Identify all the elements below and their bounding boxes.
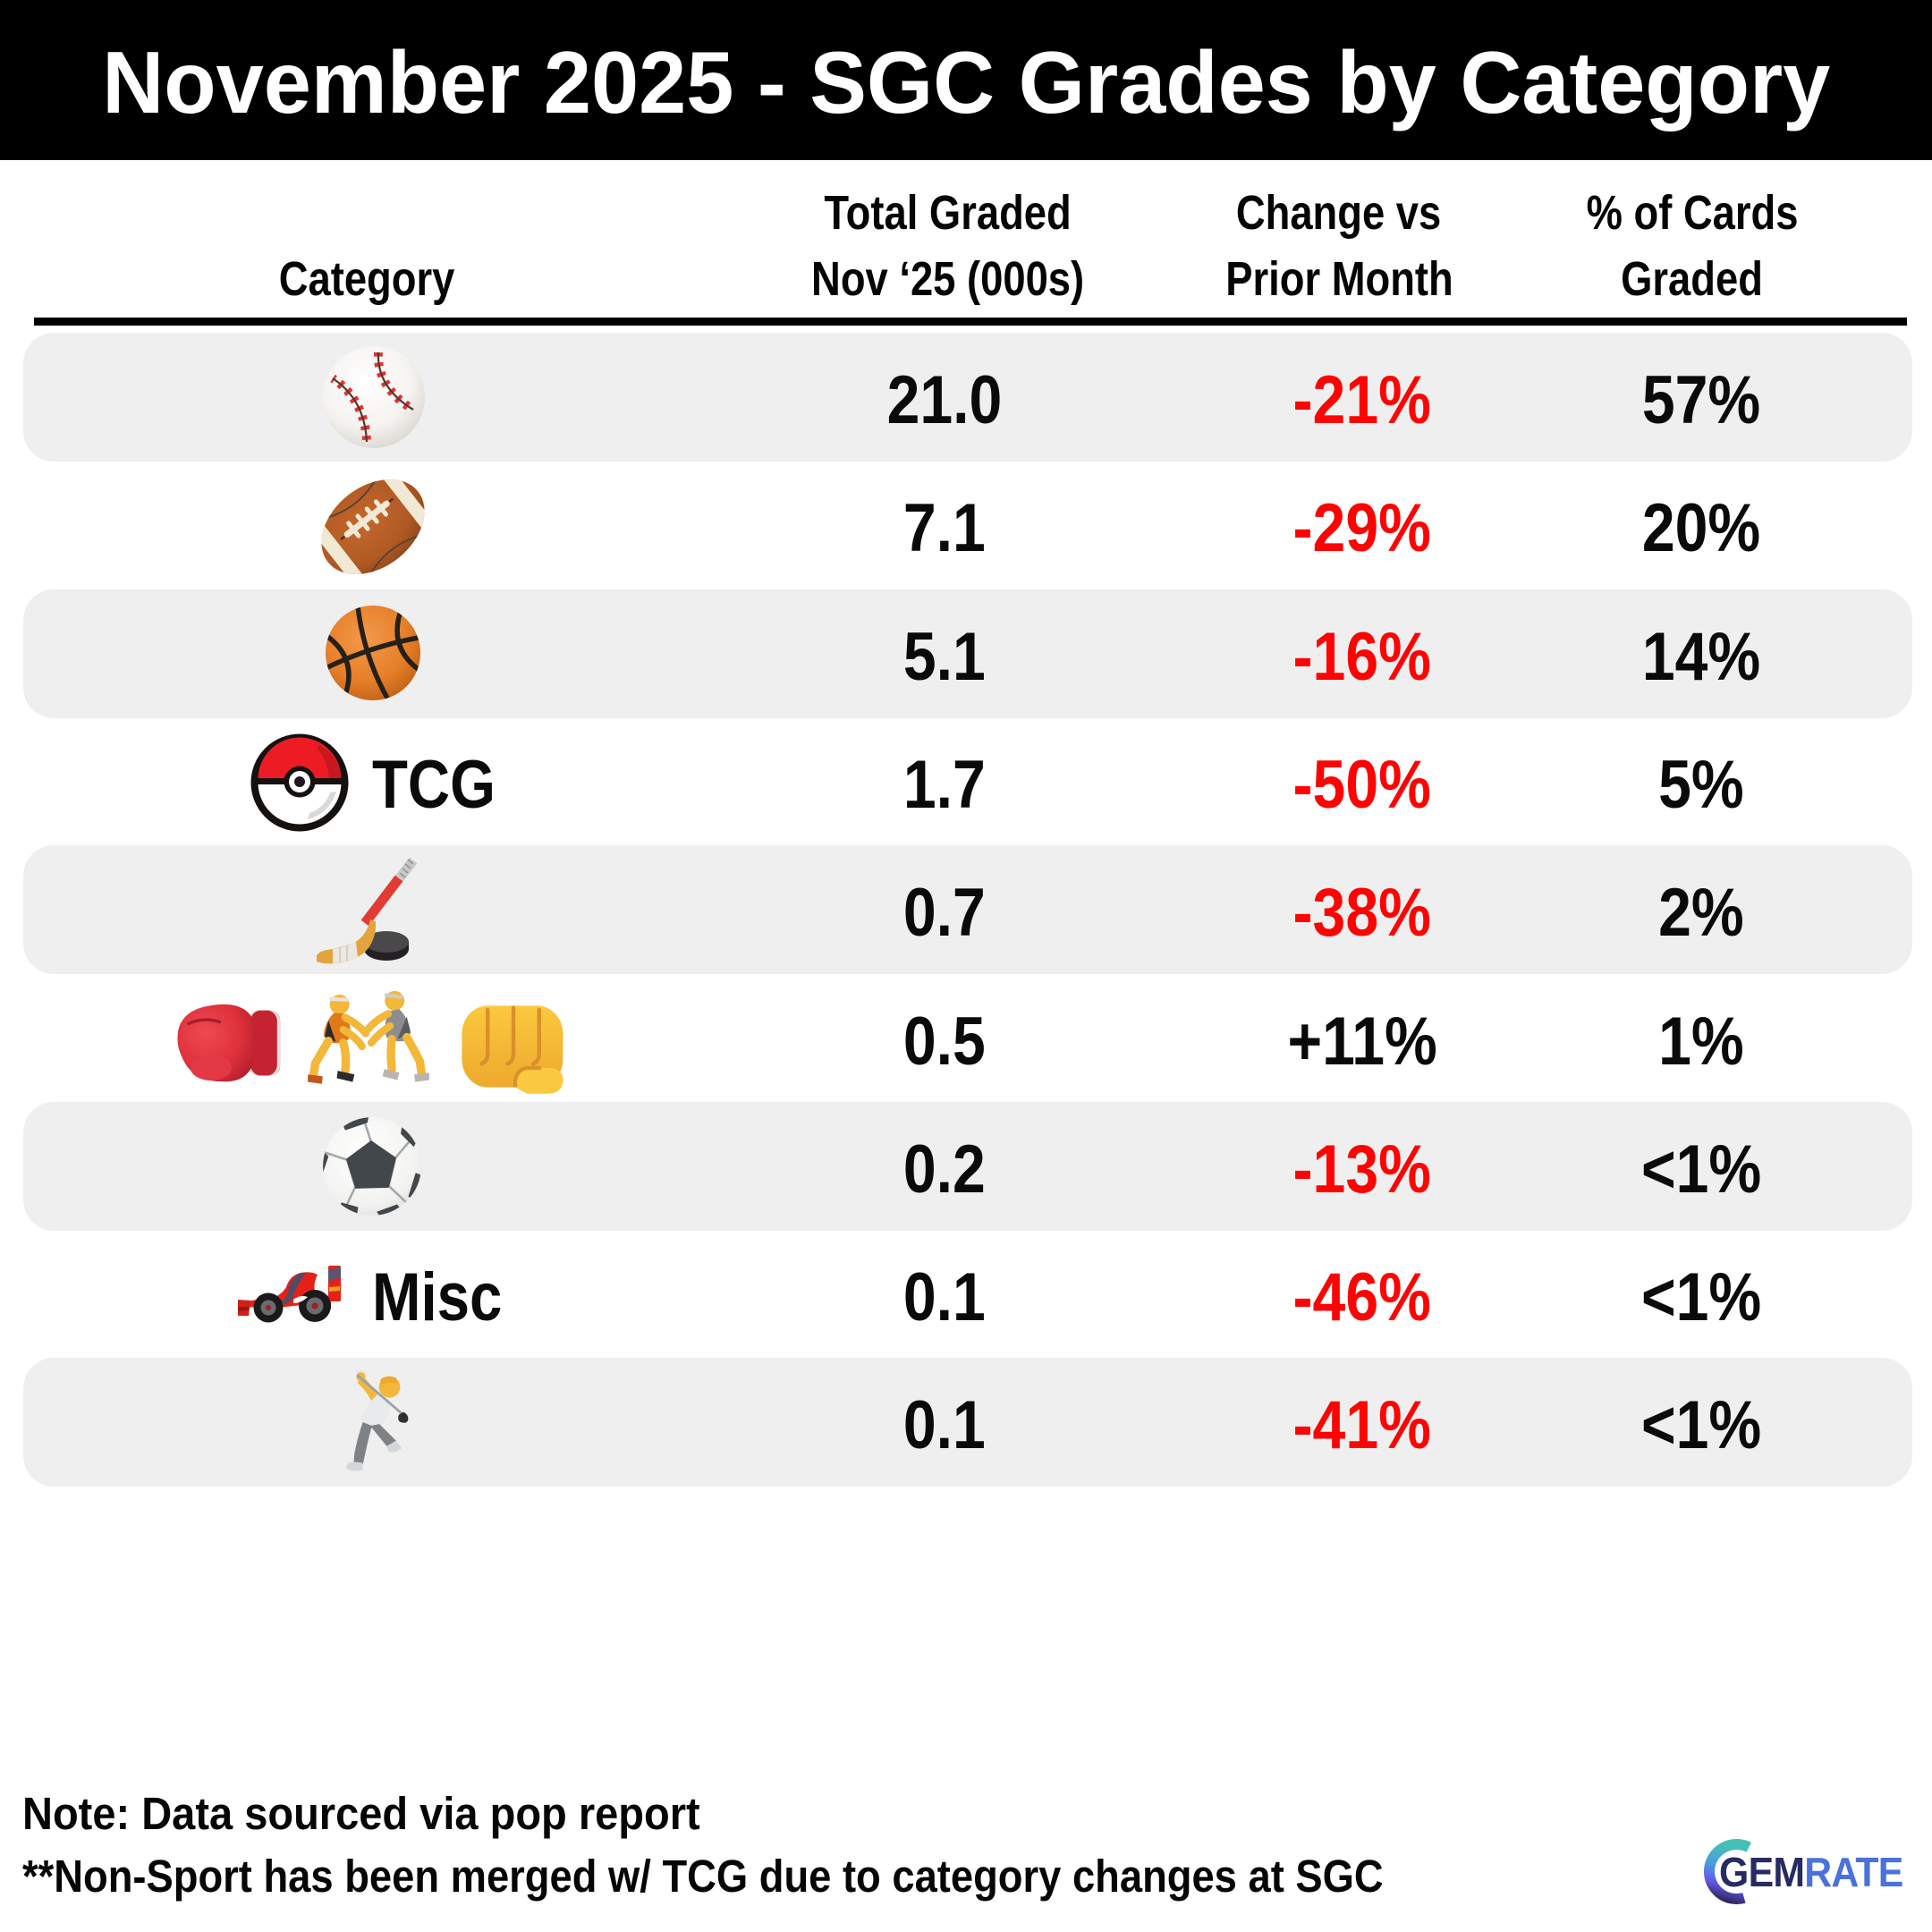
svg-text:GEMRATE: GEMRATE [1719,1851,1902,1896]
